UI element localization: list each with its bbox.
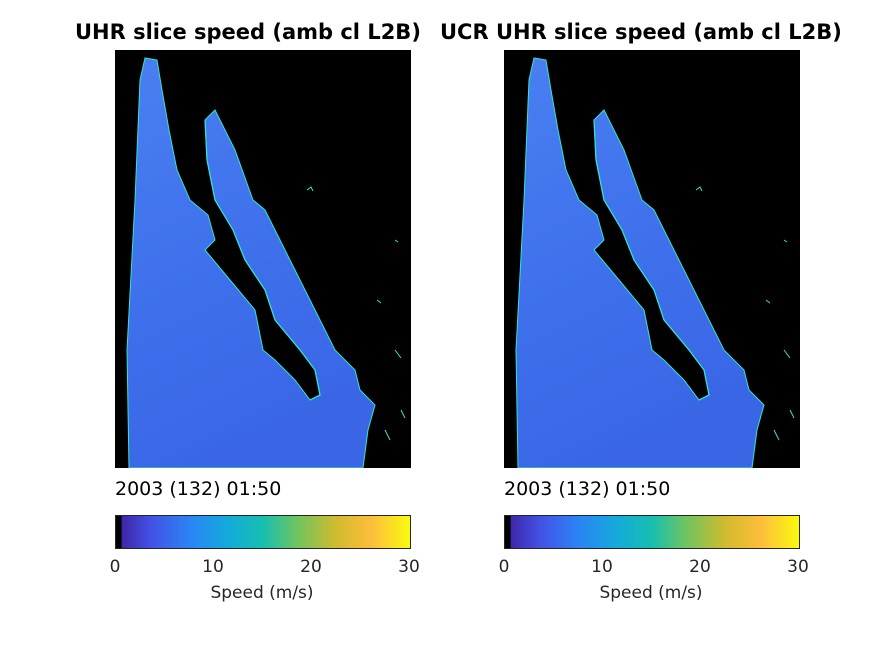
timestamp: 2003 (132) 01:50 bbox=[115, 478, 282, 500]
coastline bbox=[593, 119, 710, 401]
coastline-islands bbox=[306, 186, 406, 441]
colorbar-tick: 0 bbox=[109, 557, 121, 577]
panel-title: UCR UHR slice speed (amb cl L2B) bbox=[440, 20, 842, 44]
colorbar-tick: 30 bbox=[787, 557, 809, 577]
colorbar-tick: 10 bbox=[591, 557, 613, 577]
colorbar bbox=[115, 515, 411, 549]
colorbar-tick: 10 bbox=[202, 557, 224, 577]
colorbar-gradient bbox=[505, 516, 799, 548]
coastline bbox=[204, 119, 321, 401]
map-image bbox=[515, 57, 795, 468]
colorbar-label: Speed (m/s) bbox=[599, 583, 703, 603]
wind-speed-map bbox=[115, 50, 411, 468]
coastline-islands bbox=[695, 186, 795, 441]
wind-speed-map bbox=[504, 50, 800, 468]
left-panel: UHR slice speed (amb cl L2B) 2003 (132) … bbox=[0, 0, 440, 663]
colorbar-tick: 20 bbox=[300, 557, 322, 577]
panel-title: UHR slice speed (amb cl L2B) bbox=[75, 20, 421, 44]
colorbar bbox=[504, 515, 800, 549]
map-image bbox=[126, 57, 406, 468]
timestamp: 2003 (132) 01:50 bbox=[504, 478, 671, 500]
colorbar-tick: 30 bbox=[398, 557, 420, 577]
ocean-region bbox=[126, 57, 376, 468]
colorbar-tick: 20 bbox=[689, 557, 711, 577]
colorbar-label: Speed (m/s) bbox=[210, 583, 314, 603]
colorbar-gradient bbox=[116, 516, 410, 548]
colorbar-tick: 0 bbox=[498, 557, 510, 577]
ocean-region bbox=[515, 57, 765, 468]
right-panel: UCR UHR slice speed (amb cl L2B) 2003 (1… bbox=[440, 0, 880, 663]
